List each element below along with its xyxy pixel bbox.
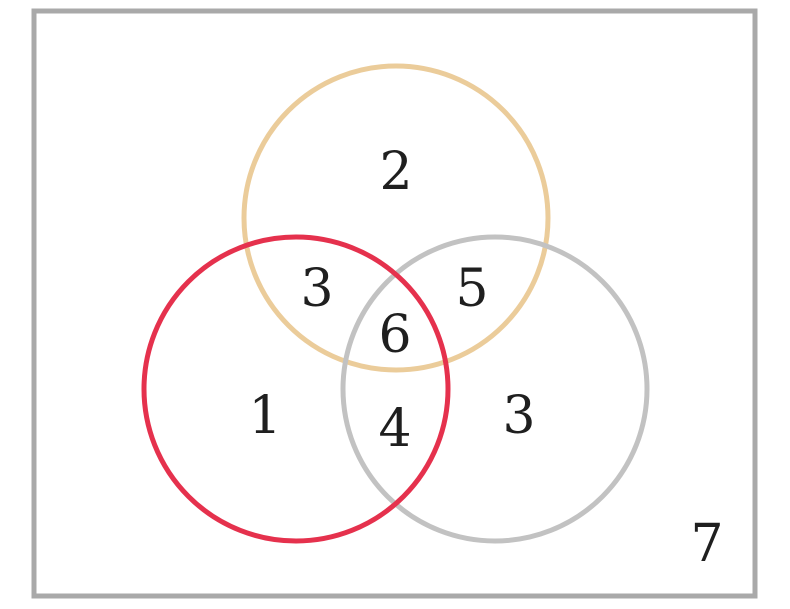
region-top-only: 2	[379, 142, 412, 202]
set-right-circle	[340, 234, 650, 544]
region-outside: 7	[690, 514, 723, 574]
region-top-right: 5	[455, 259, 488, 319]
set-top-circle	[241, 63, 551, 373]
region-top-left: 3	[300, 259, 333, 319]
region-left-right: 4	[378, 399, 411, 459]
set-left-circle	[141, 234, 451, 544]
region-all-three: 6	[378, 305, 411, 365]
universal-set-frame	[31, 8, 758, 599]
region-right-only: 3	[502, 386, 535, 446]
region-left-only: 1	[248, 386, 281, 446]
